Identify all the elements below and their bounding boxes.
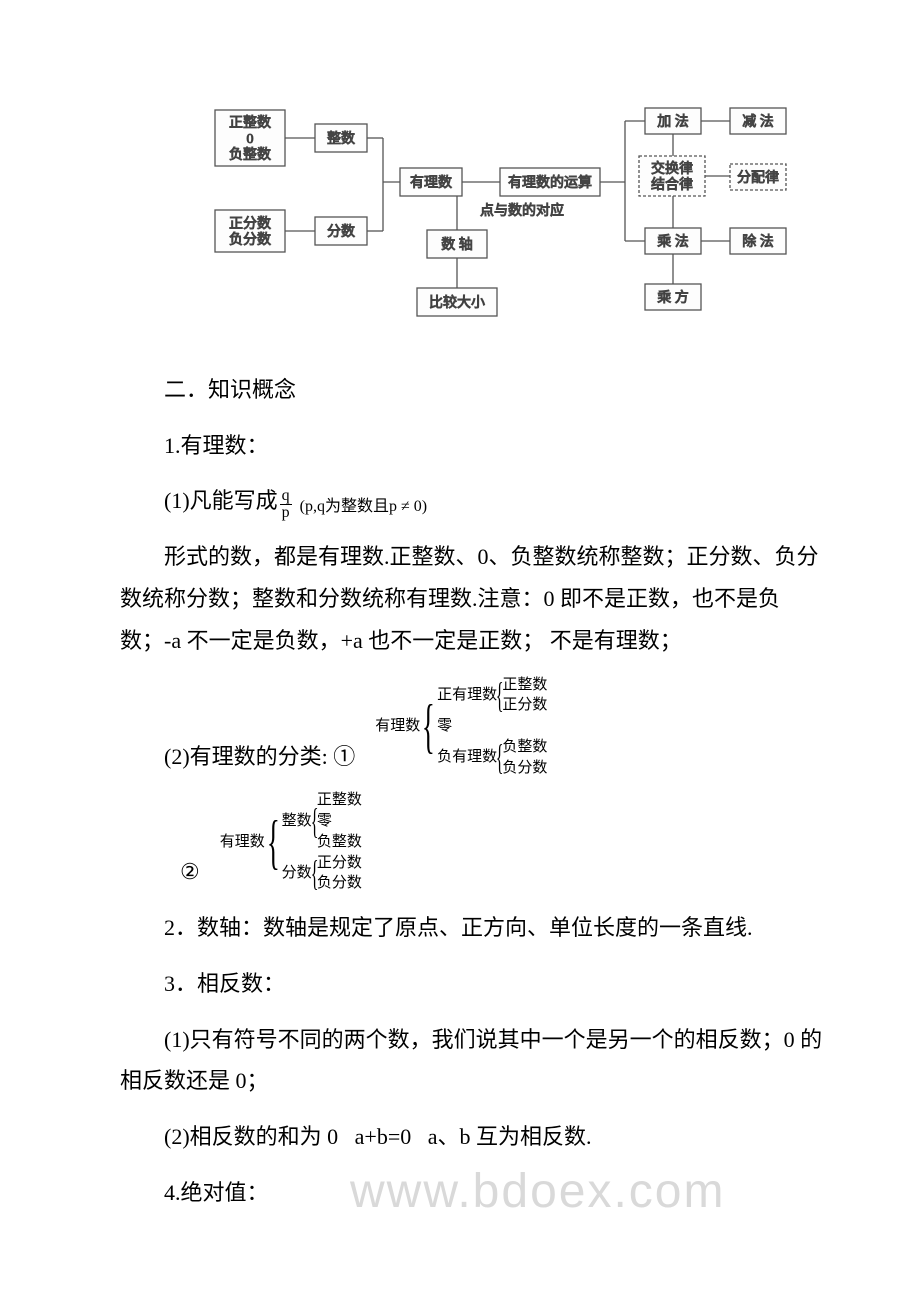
section-2-title: 二．知识概念: [120, 369, 830, 411]
s1-2-line-2: ② 有理数{整数{正整数零负整数分数{正分数负分数: [180, 791, 830, 893]
s1-1-line: (1)凡能写成 q p (p,q为整数且p ≠ 0): [120, 480, 830, 522]
classification-tree-1: 有理数{正有理数{正整数正分数零负有理数{负整数负分数: [375, 676, 547, 778]
svg-text:负分数: 负分数: [229, 232, 271, 248]
svg-text:正分数: 正分数: [229, 216, 271, 232]
s3-2-body: (2)相反数的和为 0 a+b=0 a、b 互为相反数.: [120, 1116, 830, 1158]
svg-text:分数: 分数: [327, 224, 355, 240]
svg-text:比较大小: 比较大小: [429, 295, 485, 311]
s3-1-body: (1)只有符号不同的两个数，我们说其中一个是另一个的相反数；0 的相反数还是 0…: [120, 1019, 830, 1103]
svg-text:分配律: 分配律: [737, 170, 779, 186]
s1-2-line: (2)有理数的分类: ① 有理数{正有理数{正整数正分数零负有理数{负整数负分数: [120, 676, 830, 778]
svg-text:数 轴: 数 轴: [441, 237, 473, 253]
svg-text:乘 法: 乘 法: [657, 234, 689, 250]
svg-text:除 法: 除 法: [742, 234, 774, 250]
s1-2-lead-2: ②: [180, 851, 200, 893]
fraction-condition: (p,q为整数且p ≠ 0): [300, 492, 427, 522]
s4-title: 4.绝对值：: [120, 1172, 830, 1214]
svg-text:正整数: 正整数: [229, 115, 271, 131]
svg-text:加 法: 加 法: [657, 114, 689, 130]
fraction-q-over-p: q p: [280, 488, 292, 523]
svg-text:有理数: 有理数: [410, 175, 452, 191]
s1-1-body: 形式的数，都是有理数.正整数、0、负整数统称整数；正分数、负分数统称分数；整数和…: [120, 536, 830, 661]
svg-text:交换律: 交换律: [651, 160, 693, 177]
s1-2-lead: (2)有理数的分类: ①: [120, 736, 355, 778]
svg-text:乘 方: 乘 方: [657, 290, 689, 306]
s1-1-lead: (1)凡能写成: [120, 480, 278, 522]
svg-text:结合律: 结合律: [651, 177, 693, 193]
fraction-denominator: p: [280, 505, 292, 522]
svg-text:点与数的对应: 点与数的对应: [480, 202, 564, 219]
classification-tree-2: 有理数{整数{正整数零负整数分数{正分数负分数: [220, 791, 362, 893]
svg-text:负整数: 负整数: [229, 147, 271, 163]
svg-text:有理数的运算: 有理数的运算: [508, 175, 592, 191]
svg-text:减 法: 减 法: [742, 114, 774, 130]
svg-text:整数: 整数: [327, 131, 355, 147]
s2-body: 2．数轴：数轴是规定了原点、正方向、单位长度的一条直线.: [120, 907, 830, 949]
s1-title: 1.有理数：: [120, 425, 830, 467]
fraction-numerator: q: [280, 488, 292, 506]
concept-diagram: 正整数0负整数 整数正分数负分数 分数 有理数 有理数的运算数 轴比较大小 加 法 减 法交…: [180, 100, 830, 339]
svg-text:0: 0: [247, 132, 254, 147]
s3-title: 3．相反数：: [120, 963, 830, 1005]
